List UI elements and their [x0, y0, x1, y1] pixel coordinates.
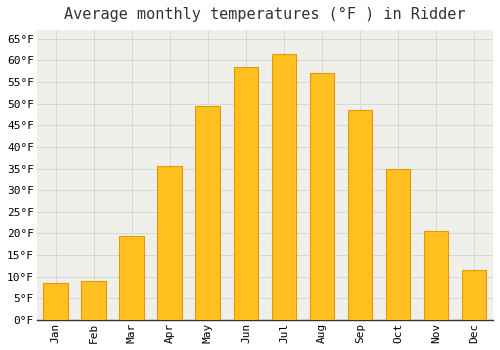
Bar	[310, 74, 334, 320]
Bar	[234, 67, 258, 320]
Bar	[272, 54, 296, 320]
Bar	[424, 231, 448, 320]
Title: Average monthly temperatures (°F ) in Ridder: Average monthly temperatures (°F ) in Ri…	[64, 7, 466, 22]
Bar	[158, 166, 182, 320]
Bar	[196, 106, 220, 320]
Bar	[120, 236, 144, 320]
Bar	[348, 110, 372, 320]
Bar	[386, 169, 410, 320]
Bar	[44, 283, 68, 320]
Bar	[462, 270, 486, 320]
Bar	[82, 281, 106, 320]
